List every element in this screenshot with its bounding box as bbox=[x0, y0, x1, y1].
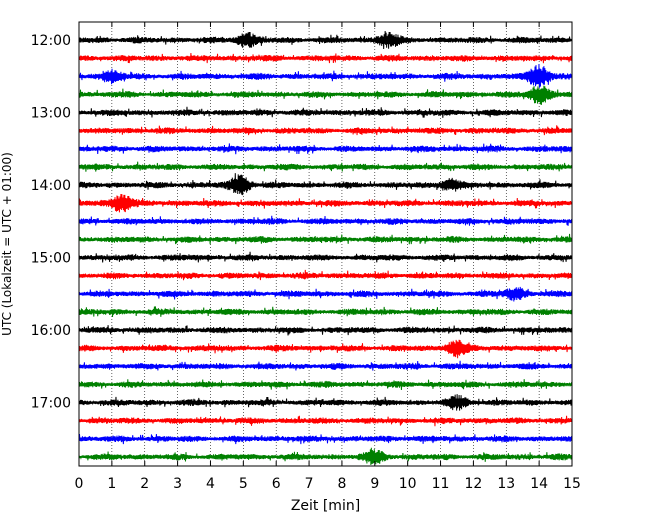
trace-line-row-23 bbox=[78, 447, 573, 465]
y-tick-label: 12:00 bbox=[31, 33, 71, 49]
trace-line-row-9 bbox=[78, 193, 573, 213]
y-tick-label: 15:00 bbox=[31, 251, 71, 267]
trace-line-row-1 bbox=[78, 53, 573, 64]
trace-line-row-16 bbox=[78, 325, 573, 336]
trace-line-row-3 bbox=[78, 85, 573, 105]
x-tick-label: 1 bbox=[107, 476, 116, 492]
y-axis-label: UTC (Lokalzeit = UTC + 01:00) bbox=[0, 152, 14, 336]
plot-frame bbox=[78, 21, 573, 467]
y-axis: 12:00 13:00 14:00 15:00 16:00 17:00 bbox=[31, 33, 572, 412]
trace-line-row-10 bbox=[78, 215, 573, 226]
x-tick-label: 13 bbox=[497, 476, 515, 492]
y-tick-label: 17:00 bbox=[31, 396, 71, 412]
y-tick-label: 16:00 bbox=[31, 323, 71, 339]
trace-line-row-0 bbox=[78, 31, 573, 49]
trace-line-row-11 bbox=[78, 233, 573, 245]
trace-line-row-14 bbox=[78, 286, 573, 302]
trace-line-row-5 bbox=[78, 125, 573, 136]
trace-line-row-8 bbox=[78, 173, 573, 196]
trace-line-row-22 bbox=[78, 433, 573, 445]
x-tick-label: 9 bbox=[370, 476, 379, 492]
x-tick-label: 7 bbox=[305, 476, 314, 492]
x-tick-label: 12 bbox=[464, 476, 482, 492]
x-axis-label: Zeit [min] bbox=[291, 498, 360, 514]
trace-line-row-20 bbox=[78, 394, 573, 411]
trace-line-row-6 bbox=[78, 143, 573, 155]
x-tick-label: 6 bbox=[272, 476, 281, 492]
trace-line-row-21 bbox=[78, 415, 573, 427]
traces bbox=[78, 31, 573, 465]
x-tick-label: 2 bbox=[140, 476, 149, 492]
trace-line-row-18 bbox=[78, 360, 573, 371]
trace-line-row-7 bbox=[78, 161, 573, 172]
x-tick-label: 11 bbox=[432, 476, 450, 492]
trace-line-row-12 bbox=[78, 251, 573, 263]
x-axis: 0 1 2 3 4 5 6 7 8 9 10 11 12 13 14 15 bbox=[75, 22, 581, 492]
x-tick-label: 8 bbox=[337, 476, 346, 492]
x-tick-label: 10 bbox=[399, 476, 417, 492]
trace-line-row-17 bbox=[78, 339, 573, 359]
x-tick-label: 0 bbox=[75, 476, 84, 492]
x-tick-label: 5 bbox=[239, 476, 248, 492]
trace-line-row-13 bbox=[78, 269, 573, 281]
trace-line-row-2 bbox=[78, 64, 573, 88]
x-tick-label: 3 bbox=[173, 476, 182, 492]
y-tick-label: 13:00 bbox=[31, 106, 71, 122]
x-tick-label: 15 bbox=[563, 476, 581, 492]
trace-line-row-4 bbox=[78, 106, 573, 118]
x-tick-label: 4 bbox=[206, 476, 215, 492]
x-tick-label: 14 bbox=[530, 476, 548, 492]
trace-line-row-19 bbox=[78, 379, 573, 390]
y-tick-label: 14:00 bbox=[31, 178, 71, 194]
trace-line-row-15 bbox=[78, 306, 573, 318]
